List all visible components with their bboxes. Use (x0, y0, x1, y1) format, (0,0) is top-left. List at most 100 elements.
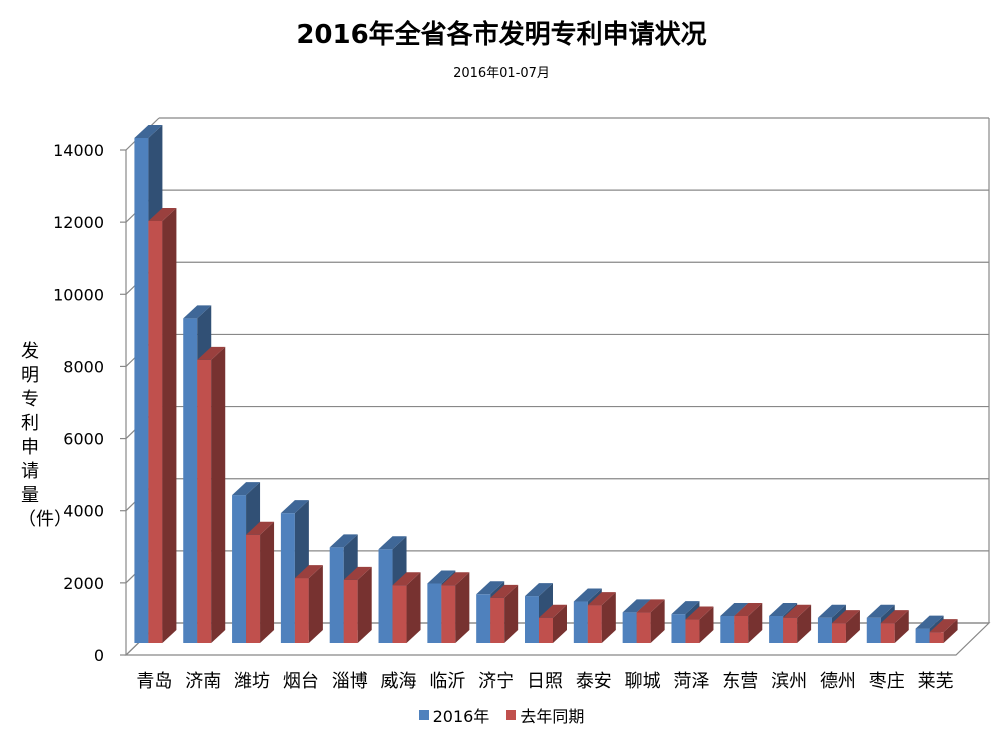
bar (197, 346, 226, 643)
y-tick-label: 2000 (63, 574, 104, 593)
bar-top (343, 566, 372, 580)
bar-front (183, 318, 198, 643)
bar-top (720, 602, 749, 616)
bar-front (915, 628, 930, 643)
bar (685, 606, 714, 643)
bar-front (573, 601, 588, 643)
bar (880, 610, 909, 643)
bar-side (260, 521, 275, 643)
x-tick-label: 滨州 (771, 671, 807, 692)
bar-front (148, 220, 163, 643)
bar-front (929, 632, 944, 643)
chart-title: 2016年全省各市发明专利申请状况 (296, 20, 707, 50)
bar-side (357, 566, 372, 643)
x-tick-label: 济宁 (478, 671, 514, 692)
bar-top (525, 583, 553, 597)
legend-label-2016: 2016年 (432, 707, 490, 726)
bar-side (943, 619, 958, 643)
bar-side (162, 207, 177, 643)
bar-top (769, 602, 798, 616)
bar-side (308, 565, 323, 643)
bar-top (294, 565, 323, 579)
bar-front (232, 495, 247, 643)
y-tick-label: 4000 (63, 502, 104, 521)
x-tick-label: 淄博 (332, 671, 368, 692)
bar-side (406, 572, 421, 643)
legend: 2016年 去年同期 (0, 703, 1003, 727)
bar-front (671, 614, 686, 643)
bar-front (831, 623, 846, 643)
bar-front (734, 615, 749, 643)
bar-front (294, 578, 309, 643)
bar-top (734, 602, 763, 616)
bar-front (769, 615, 784, 643)
bar-chart: 0 2000 4000 6000 8000 10000 12000 14000 青岛 济南 潍坊 烟台… (53, 117, 991, 692)
bar-front (866, 617, 881, 643)
bar-top (671, 601, 700, 615)
bar-front (587, 605, 602, 643)
bar-top (817, 604, 846, 618)
legend-item-last-year: 去年同期 (506, 703, 584, 727)
bar-front (134, 138, 149, 643)
bar (490, 584, 519, 643)
bar-front (427, 583, 442, 643)
bar-top (197, 346, 226, 360)
x-tick-label: 烟台 (283, 671, 319, 692)
bar (148, 207, 177, 643)
bar-front (539, 617, 553, 643)
x-tick-label: 济南 (185, 671, 221, 692)
bar (343, 566, 372, 643)
legend-swatch-last-year (506, 710, 517, 720)
bar-front (378, 549, 393, 643)
bar-top (915, 615, 944, 629)
bar-top (378, 536, 407, 550)
bar-top (573, 588, 602, 602)
bar-top (441, 572, 470, 586)
x-tick-label: 潍坊 (234, 671, 270, 692)
bar-front (783, 617, 798, 643)
bar-side (601, 592, 616, 643)
bar (636, 599, 665, 643)
y-tick-label: 8000 (63, 357, 104, 376)
bar-side (455, 572, 470, 643)
legend-item-2016: 2016年 (418, 703, 490, 727)
bar-top (392, 572, 421, 586)
bar-front (280, 513, 295, 643)
bar-side (845, 610, 860, 643)
bar-front (817, 617, 832, 643)
bar-front (720, 615, 735, 643)
y-tick-label: 12000 (53, 213, 104, 232)
bar (783, 604, 812, 643)
x-tick-label: 东营 (722, 671, 758, 692)
bar-top (539, 604, 567, 618)
bar-top (831, 610, 860, 624)
y-tick-label: 10000 (53, 285, 104, 304)
bar (734, 602, 763, 643)
bar-front (685, 619, 700, 643)
legend-swatch-2016 (418, 710, 429, 720)
bar-front (343, 579, 358, 643)
bar-top (476, 581, 505, 595)
bar (539, 604, 567, 643)
bar-top (183, 305, 212, 319)
bar (294, 565, 323, 643)
bar-front (636, 612, 651, 643)
bar-front (329, 547, 344, 643)
bar-top (427, 570, 456, 584)
y-tick-label: 6000 (63, 430, 104, 449)
bar-side (504, 584, 519, 643)
x-tick-label: 菏泽 (673, 671, 709, 692)
bar-top (134, 125, 163, 138)
x-tick-label: 威海 (381, 671, 417, 692)
x-tick-label: 青岛 (136, 671, 172, 692)
bar (246, 521, 275, 643)
bar-front (525, 596, 539, 643)
bar-front (197, 359, 212, 643)
bar (587, 592, 616, 643)
bar-top (929, 619, 958, 633)
bar-front (880, 623, 895, 643)
y-tick-label: 14000 (53, 141, 104, 160)
bar-front (490, 597, 505, 643)
bar-front (392, 585, 407, 643)
bar-top (636, 599, 665, 613)
